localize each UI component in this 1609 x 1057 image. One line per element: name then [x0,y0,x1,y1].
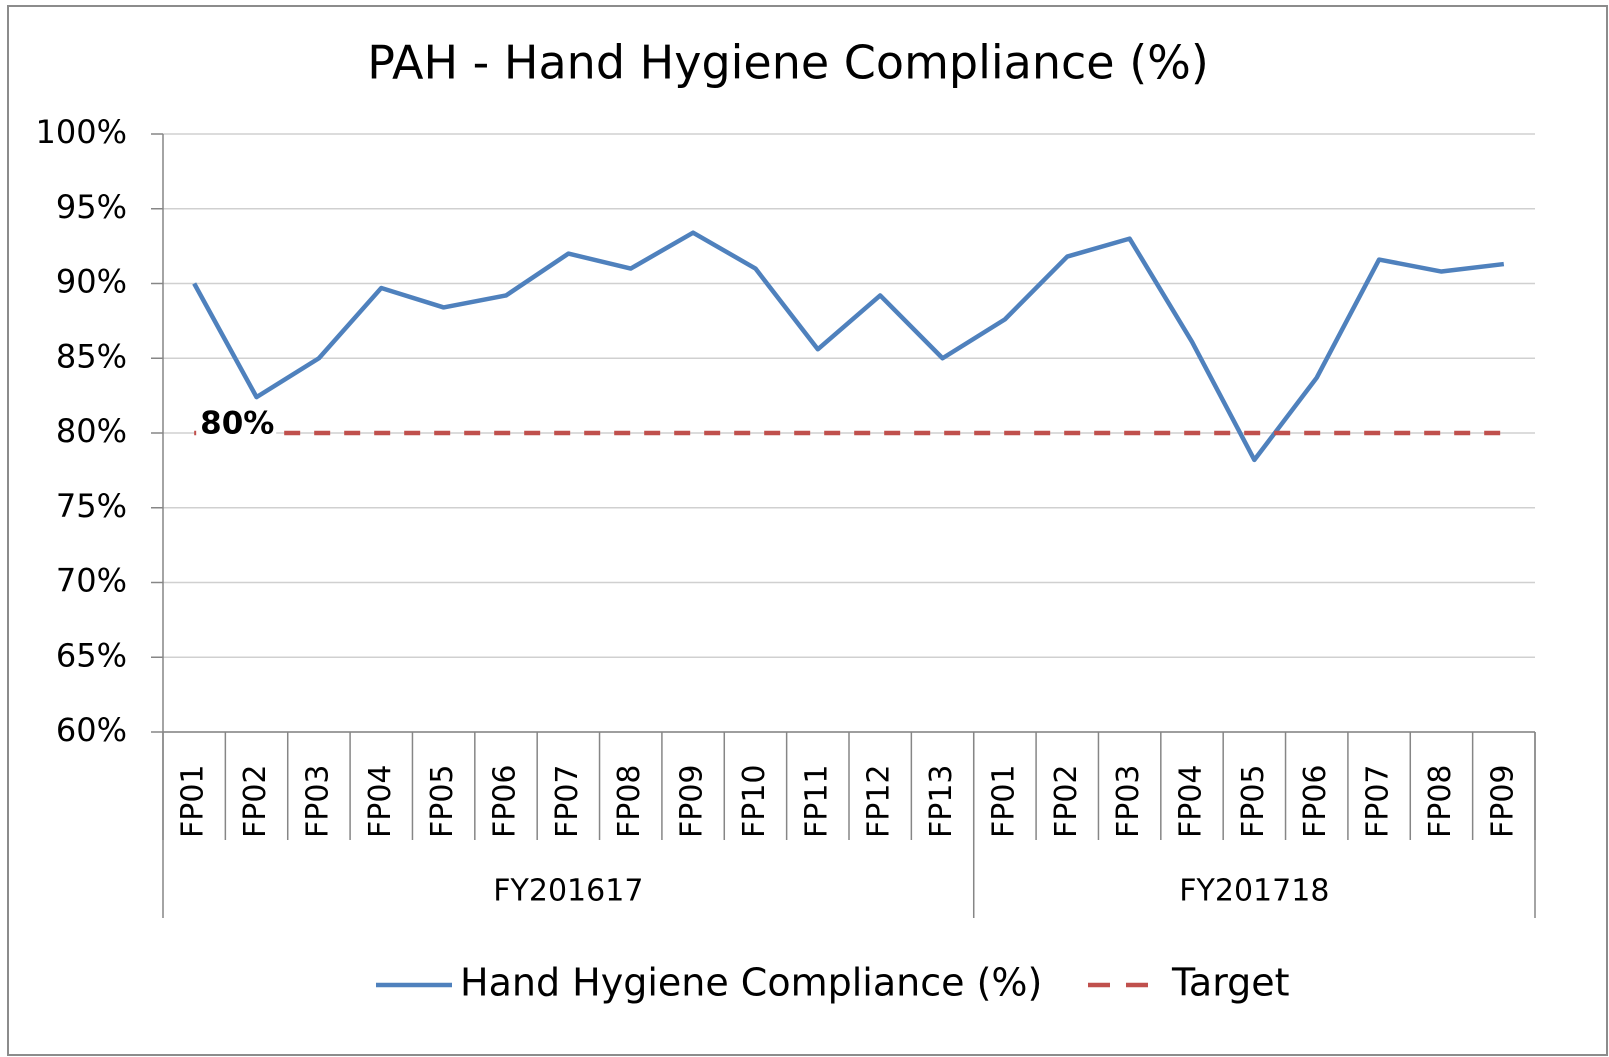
x-tick-label: FP05 [425,764,460,838]
x-tick-label: FP08 [1423,764,1458,838]
x-tick-label: FP13 [924,764,959,838]
y-tick-label: 65% [56,636,127,674]
group-label: FY201718 [1179,874,1329,909]
x-tick-label: FP10 [737,764,772,838]
x-tick-label: FP09 [1485,764,1520,838]
x-tick-label: FP01 [986,764,1021,838]
group-label: FY201617 [493,874,643,909]
legend-label: Target [1171,961,1290,1005]
y-tick-label: 95% [56,188,127,226]
x-tick-label: FP12 [862,764,897,838]
x-tick-label: FP07 [550,764,585,838]
chart-frame [7,5,1608,1056]
y-tick-label: 70% [56,562,127,600]
y-tick-label: 100% [36,113,127,151]
x-tick-label: FP03 [1111,764,1146,838]
x-tick-label: FP11 [799,764,834,838]
x-tick-label: FP03 [300,764,335,838]
x-tick-label: FP04 [363,764,398,838]
y-tick-label: 60% [56,711,127,749]
x-tick-label: FP06 [1298,764,1333,838]
data-line [192,230,1505,463]
legend-label: Hand Hygiene Compliance (%) [460,961,1042,1005]
y-tick-label: 75% [56,487,127,525]
y-tick-label: 80% [56,412,127,450]
y-tick-label: 90% [56,263,127,301]
x-tick-label: FP07 [1361,764,1396,838]
x-tick-label: FP01 [176,764,211,838]
x-tick-label: FP04 [1174,764,1209,838]
x-tick-label: FP08 [612,764,647,838]
x-tick-label: FP02 [1049,764,1084,838]
x-tick-label: FP09 [675,764,710,838]
data-label-bg [196,409,277,451]
x-tick-label: FP06 [488,764,523,838]
data-label: 80% [200,406,274,442]
x-tick-label: FP02 [238,764,273,838]
x-tick-label: FP05 [1236,764,1271,838]
chart-title: PAH - Hand Hygiene Compliance (%) [367,36,1209,90]
y-tick-label: 85% [56,337,127,375]
